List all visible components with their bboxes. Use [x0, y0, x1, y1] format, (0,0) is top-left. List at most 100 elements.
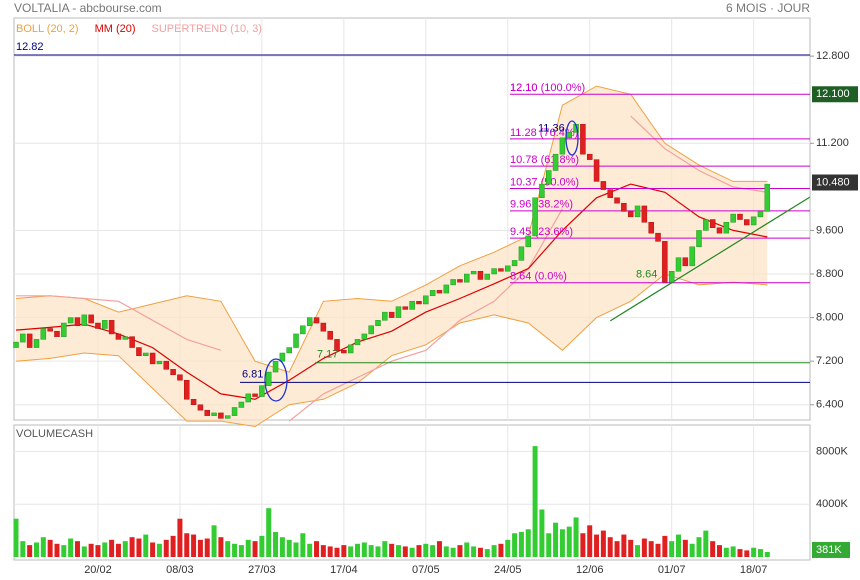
candle [436, 290, 443, 294]
volume-bar [204, 538, 210, 557]
candle [170, 369, 176, 376]
candle [457, 279, 463, 283]
volume-bar [628, 539, 634, 557]
volume-bar [696, 537, 702, 557]
volume-bar [122, 541, 128, 557]
candle [375, 320, 381, 327]
candle [136, 347, 142, 356]
candle [627, 211, 634, 218]
volume-bar [382, 541, 388, 557]
candle [347, 344, 354, 354]
candle [566, 132, 572, 139]
candle [211, 412, 217, 416]
legend-entry: SUPERTREND (10, 3) [152, 23, 262, 35]
volume-bar [211, 525, 217, 557]
volume-bar [703, 530, 709, 557]
legend-entry: MM (20) [95, 23, 136, 35]
volume-bar [109, 539, 115, 557]
volume-bar [751, 547, 757, 557]
volume-bar [355, 543, 360, 557]
volume-bar [669, 541, 675, 557]
candle [13, 341, 19, 348]
candle [586, 153, 593, 160]
candle [156, 360, 163, 365]
volume-bar [402, 546, 408, 557]
fib-label: 10.78 (61.8%) [510, 154, 579, 166]
volume-bar [115, 543, 121, 557]
candle [224, 415, 231, 419]
y-tick-label: 11.200 [816, 137, 849, 149]
candle [518, 246, 525, 261]
candle [382, 311, 388, 321]
volume-bar [129, 537, 135, 557]
fib-label: 9.96 (38.2%) [510, 199, 573, 211]
volume-bar [662, 535, 668, 557]
volume-bar [559, 529, 565, 557]
volume-bar [546, 533, 552, 557]
volume-bar [594, 534, 600, 557]
candle [607, 189, 613, 199]
volume-bar [757, 549, 763, 557]
volume-bar [136, 538, 142, 557]
volume-bar [368, 545, 374, 557]
volume-bar [320, 545, 326, 557]
volume-bar [635, 545, 641, 557]
volume-bar [307, 543, 313, 557]
volume-bar [143, 534, 149, 557]
volume-bar [505, 539, 511, 557]
candle [341, 350, 347, 354]
volume-bar [218, 537, 224, 557]
candle [286, 347, 292, 354]
volume-bar [682, 539, 688, 557]
volume-bar [621, 534, 627, 557]
volume-bar [54, 543, 60, 557]
volume-bar [716, 545, 722, 557]
volume-bar [566, 526, 572, 557]
volume-bar [498, 543, 504, 557]
y-tick-label: 12.800 [816, 50, 850, 62]
candle [580, 123, 586, 155]
volume-bar [361, 542, 367, 557]
candle [559, 137, 566, 155]
candle [163, 360, 170, 370]
volume-bar [710, 541, 716, 557]
volume-bar [259, 535, 265, 557]
volume-bar [395, 545, 401, 557]
candle [764, 183, 771, 212]
volume-bar [423, 543, 429, 557]
candle [259, 385, 265, 397]
candle [600, 181, 607, 190]
candle [662, 241, 668, 283]
level-label: 7.17 [317, 349, 338, 361]
x-tick-label: 18/07 [740, 564, 768, 576]
candle [279, 352, 286, 362]
candle [402, 306, 409, 310]
volume-bar [375, 546, 381, 557]
volume-bar [389, 543, 395, 557]
candle [368, 325, 374, 335]
volume-bar [348, 546, 354, 557]
volume-bar [156, 543, 162, 557]
candle [218, 412, 224, 419]
candle [423, 295, 429, 305]
candle [682, 257, 689, 267]
marker-ellipse [264, 358, 288, 402]
candle [190, 399, 197, 405]
y-tick-label: 4000K [816, 498, 848, 510]
volume-bar [341, 545, 347, 557]
volume-bar [443, 546, 449, 557]
volume-bar [197, 539, 203, 557]
candle [696, 230, 702, 248]
volume-bar [539, 509, 545, 557]
candle [129, 336, 135, 348]
volume-bar [232, 543, 238, 557]
price-tag-label: 10.480 [816, 176, 850, 188]
volume-bar [334, 547, 340, 557]
candle [491, 268, 497, 275]
candle [737, 213, 743, 220]
candle [252, 393, 258, 397]
volume-bar [484, 549, 490, 557]
fib-label: 10.37 (50.0%) [510, 176, 579, 188]
x-tick-label: 20/02 [84, 564, 112, 576]
